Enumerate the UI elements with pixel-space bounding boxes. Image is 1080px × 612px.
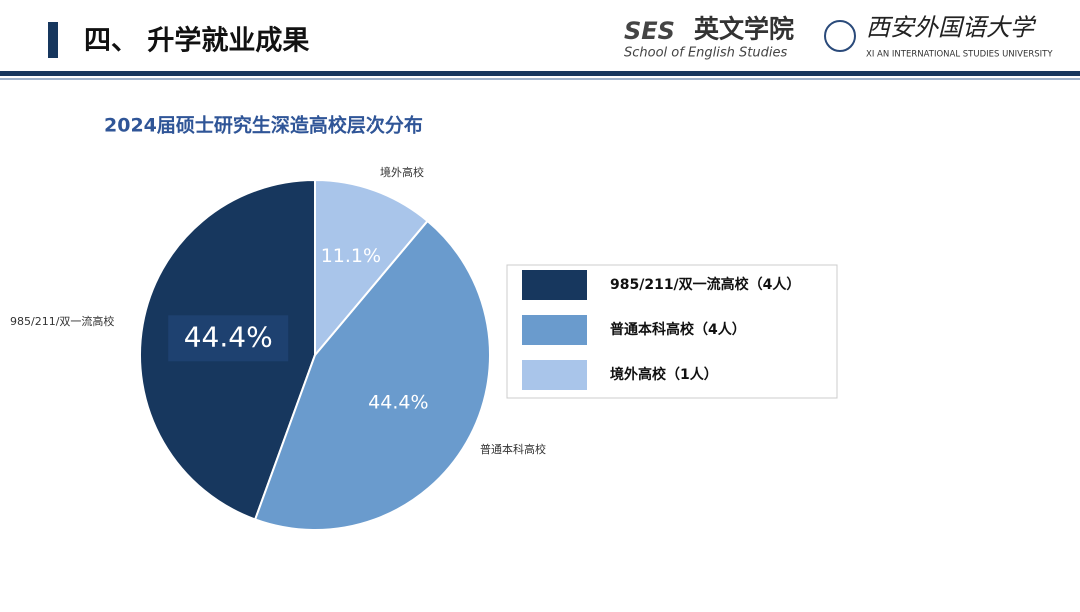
logo-mark: SES	[624, 17, 675, 45]
value-label: 44.4%	[184, 320, 273, 353]
pie-slice	[253, 219, 491, 531]
university-en: XI AN INTERNATIONAL STUDIES UNIVERSITY	[866, 50, 1053, 60]
legend-swatch	[522, 360, 587, 390]
legend-label: 985/211/双一流高校（4人）	[610, 276, 800, 293]
legend-swatch	[522, 270, 587, 300]
value-label: 44.4%	[368, 392, 428, 414]
chart-title: 2024届硕士研究生深造高校层次分布	[104, 114, 423, 137]
pie-slice	[314, 178, 429, 358]
legend-label: 境外高校（1人）	[610, 366, 718, 383]
legend-label: 普通本科高校（4人）	[610, 321, 746, 338]
header-rule	[0, 71, 1080, 76]
category-label: 985/211/双一流高校	[10, 314, 114, 328]
category-label: 普通本科高校	[480, 442, 546, 456]
school-en: School of English Studies	[624, 46, 787, 61]
value-label: 11.1%	[321, 245, 381, 267]
title-bar	[48, 22, 58, 58]
value-label-bg	[168, 315, 289, 362]
legend-swatch	[522, 315, 587, 345]
header-rule-thin	[0, 78, 1080, 80]
university-emblem	[824, 20, 856, 52]
school-cn: 英文学院	[694, 15, 794, 44]
slide-title: 四、 升学就业成果	[84, 25, 309, 57]
university-cn: 西安外国语大学	[866, 15, 1037, 42]
category-label: 境外高校	[380, 165, 424, 179]
